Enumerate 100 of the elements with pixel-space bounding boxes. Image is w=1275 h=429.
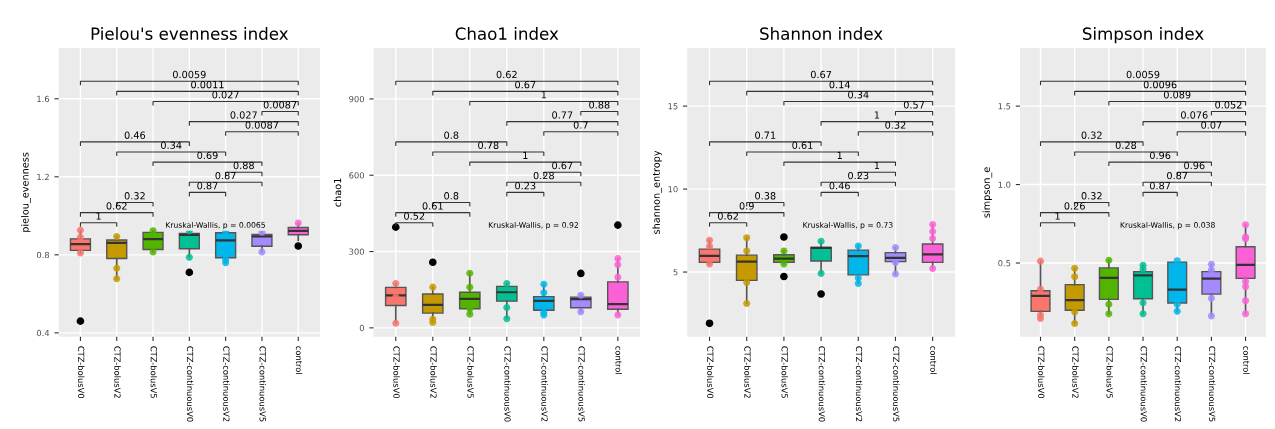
x-tick-label: CTZ-bolusV5 bbox=[781, 346, 788, 398]
annotation: 0.0059 bbox=[1126, 70, 1160, 79]
x-tick-label: CTZ-bolusV5 bbox=[467, 346, 474, 398]
annotation: 0.46 bbox=[829, 182, 850, 190]
annotation: 1 bbox=[837, 151, 842, 159]
annotation: 0.62 bbox=[496, 70, 517, 79]
y-tick-label: 5 bbox=[673, 269, 678, 276]
x-tick-label: CTZ-bolusV2 bbox=[114, 346, 121, 398]
x-tick-label: CTZ-continuousV5 bbox=[578, 346, 585, 422]
annotation: 0.87 bbox=[197, 182, 218, 190]
annotation: 0.62 bbox=[106, 202, 127, 210]
annotation: 0.0059 bbox=[172, 70, 206, 79]
x-tick-label: CTZ-continuousV5 bbox=[1208, 346, 1216, 422]
annotation: 0.32 bbox=[124, 192, 145, 200]
annotation: 0.88 bbox=[233, 161, 254, 170]
annotation: 1 bbox=[523, 151, 528, 159]
y-tick-label: 0.4 bbox=[36, 329, 50, 337]
x-tick-label: CTZ-continuousV2 bbox=[223, 346, 230, 422]
annotation: 0.71 bbox=[755, 131, 776, 139]
x-tick-label: control bbox=[1243, 346, 1250, 374]
x-tick-label: CTZ-bolusV2 bbox=[430, 346, 437, 398]
x-tick-label: control bbox=[295, 346, 303, 374]
x-tick-label: CTZ-continuousV2 bbox=[1174, 346, 1182, 422]
annotation: 0.027 bbox=[212, 91, 239, 99]
annotation: 0.38 bbox=[755, 192, 776, 200]
annotation: 0.32 bbox=[1081, 192, 1102, 200]
annotation: 0.8 bbox=[444, 192, 459, 200]
annotation: 0.96 bbox=[1149, 151, 1171, 160]
x-tick-label: CTZ-continuousV0 bbox=[818, 346, 826, 422]
x-tick-label: CTZ-bolusV0 bbox=[78, 346, 85, 399]
x-tick-label: CTZ-bolusV0 bbox=[393, 346, 400, 399]
annotation: 0.87 bbox=[1167, 171, 1188, 180]
annotation: 0.87 bbox=[1149, 182, 1171, 190]
y-tick-label: 1.5 bbox=[998, 103, 1011, 110]
annotation: 0.61 bbox=[792, 141, 813, 149]
y-axis-title: chao1 bbox=[333, 178, 342, 207]
y-tick-label: 1.6 bbox=[37, 95, 50, 103]
annotation: 0.8 bbox=[444, 131, 459, 139]
y-axis-title: simpson_e bbox=[982, 167, 993, 218]
annotation: 0.32 bbox=[1081, 131, 1102, 139]
x-tick-label: CTZ-continuousV5 bbox=[893, 346, 900, 422]
annotation: 0.69 bbox=[197, 151, 218, 160]
x-tick-label: CTZ-bolusV0 bbox=[1038, 346, 1045, 399]
x-tick-label: CTZ-bolusV5 bbox=[150, 346, 158, 398]
annotation: 0.07 bbox=[1201, 121, 1222, 129]
y-axis-title: pielou_evenness bbox=[21, 152, 31, 232]
x-tick-label: control bbox=[930, 346, 937, 374]
x-tick-label: CTZ-continuousV0 bbox=[504, 346, 511, 422]
annotation: 0.0096 bbox=[1143, 80, 1177, 89]
annotation: 0.0087 bbox=[245, 121, 279, 129]
x-tick-label: CTZ-bolusV5 bbox=[1106, 346, 1113, 398]
annotation: 1 bbox=[541, 91, 547, 99]
annotation: 1 bbox=[96, 212, 101, 220]
annotation: 0.78 bbox=[478, 141, 499, 149]
annotation: 0.67 bbox=[810, 70, 832, 79]
annotation: 0.67 bbox=[552, 161, 573, 170]
x-tick-label: CTZ-bolusV0 bbox=[707, 346, 714, 399]
y-tick-label: 15 bbox=[668, 103, 678, 110]
x-tick-label: CTZ-bolusV2 bbox=[1072, 346, 1079, 398]
annotation: 0.28 bbox=[533, 171, 554, 180]
annotation: 0.32 bbox=[885, 121, 906, 129]
chart-title: Simpson index bbox=[1082, 27, 1204, 44]
annotation: 0.23 bbox=[515, 182, 536, 190]
x-tick-label: CTZ-continuousV0 bbox=[1140, 346, 1148, 422]
annotation: 0.9 bbox=[739, 202, 754, 210]
annotation: 0.0011 bbox=[191, 80, 224, 89]
y-tick-label: 900 bbox=[349, 95, 364, 103]
x-tick-label: CTZ-continuousV0 bbox=[186, 346, 194, 422]
x-tick-label: CTZ-bolusV2 bbox=[744, 346, 751, 398]
chart-title: Pielou's evenness index bbox=[91, 27, 289, 40]
annotation: 0.67 bbox=[515, 80, 536, 89]
annotation: 0.96 bbox=[1184, 161, 1205, 170]
x-tick-label: CTZ-continuousV2 bbox=[855, 346, 863, 422]
annotation: 1 bbox=[874, 161, 880, 170]
y-tick-label: 1.0 bbox=[998, 181, 1011, 188]
annotation: 0.7 bbox=[573, 121, 588, 129]
annotation: 0.0087 bbox=[263, 101, 297, 109]
annotation: 0.88 bbox=[589, 101, 610, 109]
annotation: 0.027 bbox=[230, 111, 257, 119]
x-tick-label: CTZ-continuousV5 bbox=[259, 346, 266, 422]
chart-title: Chao1 index bbox=[455, 27, 559, 40]
y-tick-label: 0 bbox=[359, 324, 364, 332]
y-tick-label: 600 bbox=[349, 172, 364, 179]
annotation: 0.57 bbox=[903, 101, 925, 109]
annotation: 1 bbox=[1055, 212, 1060, 220]
x-tick-label: CTZ-continuousV2 bbox=[541, 346, 548, 422]
annotation: 0.62 bbox=[717, 212, 738, 220]
annotation: 0.23 bbox=[848, 171, 869, 180]
annotation: 0.089 bbox=[1163, 91, 1191, 99]
annotation: 1 bbox=[874, 111, 880, 119]
annotation: 0.34 bbox=[848, 91, 869, 99]
y-tick-label: 0.5 bbox=[998, 260, 1011, 267]
y-tick-label: 300 bbox=[349, 248, 364, 255]
y-axis-title: shannon_entropy bbox=[652, 150, 663, 234]
annotation: 0.87 bbox=[215, 171, 236, 180]
annotation: 0.34 bbox=[161, 141, 182, 149]
y-tick-label: 0.8 bbox=[36, 251, 50, 259]
annotation: 0.52 bbox=[404, 212, 425, 220]
annotation: 0.076 bbox=[1181, 111, 1208, 119]
annotation: 0.28 bbox=[1115, 141, 1137, 149]
